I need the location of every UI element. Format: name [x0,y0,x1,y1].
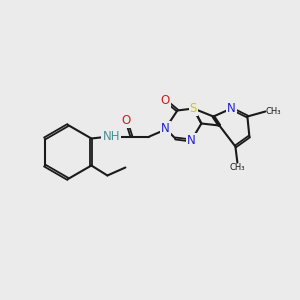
Text: O: O [161,94,170,107]
Text: N: N [187,134,196,147]
Text: CH₃: CH₃ [266,107,281,116]
Text: O: O [122,114,131,127]
Text: N: N [161,122,170,135]
Text: CH₃: CH₃ [230,163,245,172]
Text: NH: NH [103,130,120,143]
Text: S: S [190,102,197,115]
Text: N: N [227,102,236,115]
